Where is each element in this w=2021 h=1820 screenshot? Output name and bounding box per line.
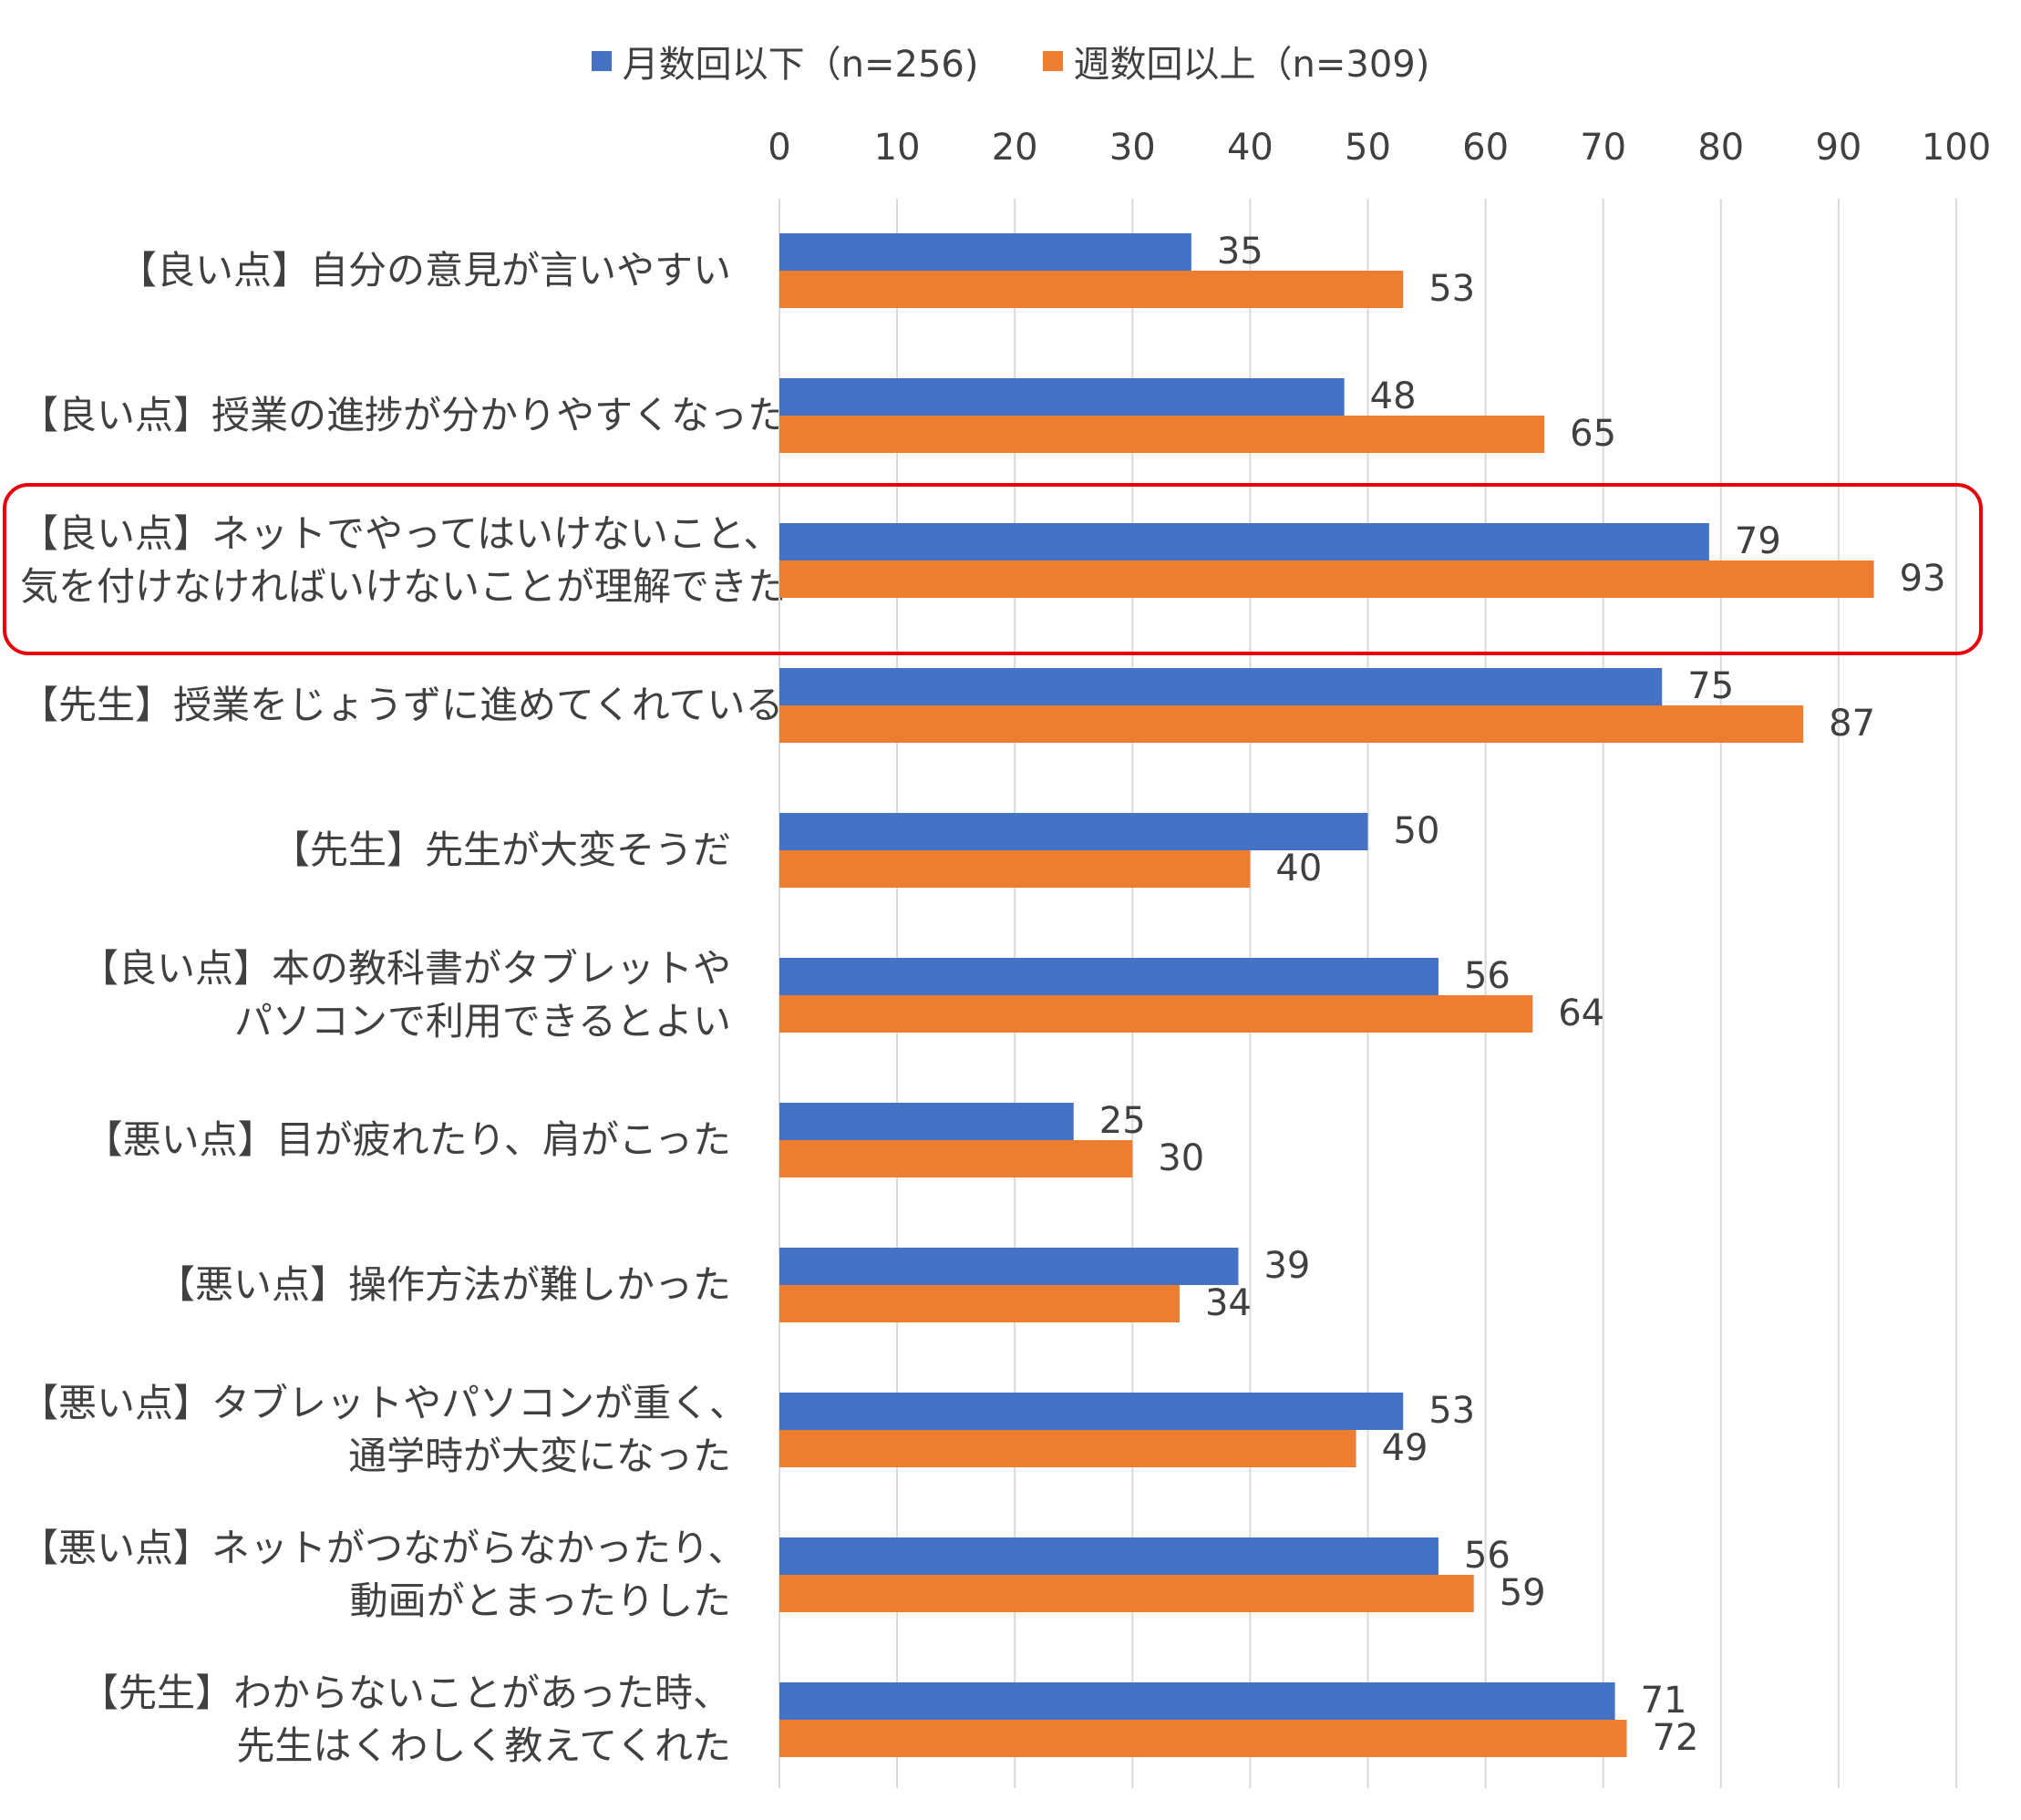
category-label-3-line-1: 【良い点】ネットでやってはいけないこと、 <box>20 511 782 556</box>
data-label-series-2-cat-1: 53 <box>1428 268 1475 310</box>
bar-series-1-cat-6 <box>779 958 1438 995</box>
category-label-7-line-1: 【悪い点】目が疲れたり、肩がこった <box>84 1117 731 1162</box>
category-label-11-line-1: 【先生】わからないことがあった時、 <box>79 1671 731 1715</box>
x-tick-label-50: 50 <box>1345 127 1391 169</box>
data-label-series-2-cat-3: 93 <box>1900 558 1946 600</box>
category-label-6-line-1: 【良い点】本の教科書がタブレットや <box>79 946 731 991</box>
data-label-series-1-cat-5: 50 <box>1394 810 1440 852</box>
bar-series-1-cat-9 <box>779 1393 1404 1430</box>
x-tick-label-40: 40 <box>1227 127 1273 169</box>
data-label-series-2-cat-2: 65 <box>1570 413 1616 455</box>
category-label-10-line-2: 動画がとまったりした <box>349 1578 731 1623</box>
category-label-7: 【悪い点】目が疲れたり、肩がこった <box>20 1114 731 1167</box>
bar-series-2-cat-1 <box>779 271 1404 308</box>
bar-series-2-cat-7 <box>779 1140 1133 1177</box>
data-label-series-2-cat-5: 40 <box>1275 848 1322 889</box>
x-tick-label-60: 60 <box>1462 127 1509 169</box>
bar-series-2-cat-5 <box>779 850 1251 888</box>
category-label-4: 【先生】授業をじょうずに進めてくれている <box>20 679 784 732</box>
x-tick-label-30: 30 <box>1109 127 1156 169</box>
category-label-8: 【悪い点】操作方法が難しかった <box>20 1259 731 1311</box>
bar-series-2-cat-10 <box>779 1575 1474 1612</box>
data-label-series-2-cat-6: 64 <box>1558 992 1604 1034</box>
bar-series-2-cat-6 <box>779 995 1533 1033</box>
bar-series-2-cat-2 <box>779 416 1545 453</box>
data-label-series-1-cat-8: 39 <box>1263 1245 1310 1287</box>
bar-series-1-cat-5 <box>779 813 1368 850</box>
category-label-8-line-1: 【悪い点】操作方法が難しかった <box>156 1262 731 1307</box>
bar-series-2-cat-11 <box>779 1720 1627 1757</box>
bar-series-1-cat-4 <box>779 668 1663 705</box>
data-label-series-2-cat-11: 72 <box>1653 1717 1699 1759</box>
category-label-4-line-1: 【先生】授業をじょうずに進めてくれている <box>20 683 784 727</box>
x-tick-label-10: 10 <box>874 127 921 169</box>
data-label-series-2-cat-4: 87 <box>1829 703 1875 745</box>
x-tick-label-90: 90 <box>1815 127 1861 169</box>
data-label-series-1-cat-1: 35 <box>1217 231 1263 272</box>
bar-series-1-cat-7 <box>779 1103 1074 1140</box>
category-label-2: 【良い点】授業の進捗が分かりやすくなった <box>20 389 787 442</box>
data-label-series-2-cat-7: 30 <box>1158 1137 1204 1179</box>
data-label-series-1-cat-2: 48 <box>1370 375 1417 417</box>
category-label-11-line-2: 先生はくわしく教えてくれた <box>236 1723 731 1768</box>
category-label-3: 【良い点】ネットでやってはいけないこと、 気を付けなければいけないことが理解できた <box>20 508 787 613</box>
category-label-1-line-1: 【良い点】自分の意見が言いやすい <box>118 248 731 293</box>
data-label-series-1-cat-9: 53 <box>1428 1390 1475 1432</box>
category-label-5-line-1: 【先生】先生が大変そうだ <box>271 828 731 872</box>
bar-series-1-cat-8 <box>779 1248 1239 1285</box>
bar-series-1-cat-2 <box>779 378 1345 416</box>
category-label-9-line-2: 通学時が大変になった <box>347 1434 731 1478</box>
category-label-10: 【悪い点】ネットがつながらなかったり、動画がとまったりした <box>20 1522 747 1628</box>
category-label-9: 【悪い点】タブレットやパソコンが重く、通学時が大変になった <box>20 1377 748 1483</box>
x-tick-label-20: 20 <box>992 127 1038 169</box>
data-label-series-2-cat-10: 59 <box>1500 1572 1546 1614</box>
data-label-series-1-cat-3: 79 <box>1735 520 1781 562</box>
legend-item-series-2: 週数回以上（n=309) <box>1042 35 1430 87</box>
data-label-series-1-cat-11: 71 <box>1641 1680 1687 1722</box>
data-label-series-1-cat-4: 75 <box>1687 665 1734 707</box>
legend-label-series-1: 月数回以下（n=256) <box>622 44 979 86</box>
data-label-series-1-cat-7: 25 <box>1099 1100 1146 1142</box>
legend-label-series-2: 週数回以上（n=309) <box>1073 44 1430 86</box>
bar-series-1-cat-3 <box>779 523 1709 560</box>
category-label-11: 【先生】わからないことがあった時、先生はくわしく教えてくれた <box>20 1667 731 1773</box>
highlight-box <box>3 483 1983 655</box>
category-label-3-line-2: 気を付けなければいけないことが理解できた <box>20 564 787 609</box>
data-label-series-2-cat-8: 34 <box>1205 1282 1252 1324</box>
legend-swatch-series-1 <box>591 51 612 71</box>
category-label-5: 【先生】先生が大変そうだ <box>20 824 731 877</box>
x-tick-label-0: 0 <box>768 127 790 169</box>
bar-series-1-cat-11 <box>779 1682 1615 1720</box>
bar-series-2-cat-8 <box>779 1285 1180 1322</box>
bar-series-2-cat-3 <box>779 560 1874 598</box>
legend-swatch-series-2 <box>1042 51 1063 71</box>
x-tick-label-80: 80 <box>1697 127 1744 169</box>
category-label-6-line-2: パソコンで利用できるとよい <box>233 999 731 1044</box>
bar-series-2-cat-4 <box>779 705 1804 743</box>
x-tick-label-70: 70 <box>1580 127 1626 169</box>
category-label-1: 【良い点】自分の意見が言いやすい <box>20 244 731 297</box>
legend-item-series-1: 月数回以下（n=256) <box>591 35 979 87</box>
category-label-10-line-1: 【悪い点】ネットがつながらなかったり、 <box>20 1526 747 1570</box>
legend: 月数回以下（n=256) 週数回以上（n=309) <box>0 35 2021 87</box>
bar-series-2-cat-9 <box>779 1430 1356 1467</box>
data-label-series-2-cat-9: 49 <box>1382 1427 1428 1469</box>
bar-series-1-cat-10 <box>779 1537 1438 1575</box>
x-tick-label-100: 100 <box>1922 127 1991 169</box>
bar-series-1-cat-1 <box>779 233 1191 271</box>
category-label-2-line-1: 【良い点】授業の進捗が分かりやすくなった <box>20 393 787 437</box>
category-label-9-line-1: 【悪い点】タブレットやパソコンが重く、 <box>20 1381 748 1425</box>
data-label-series-1-cat-10: 56 <box>1464 1535 1511 1577</box>
data-label-series-1-cat-6: 56 <box>1464 955 1511 997</box>
category-label-6: 【良い点】本の教科書がタブレットやパソコンで利用できるとよい <box>20 942 731 1048</box>
